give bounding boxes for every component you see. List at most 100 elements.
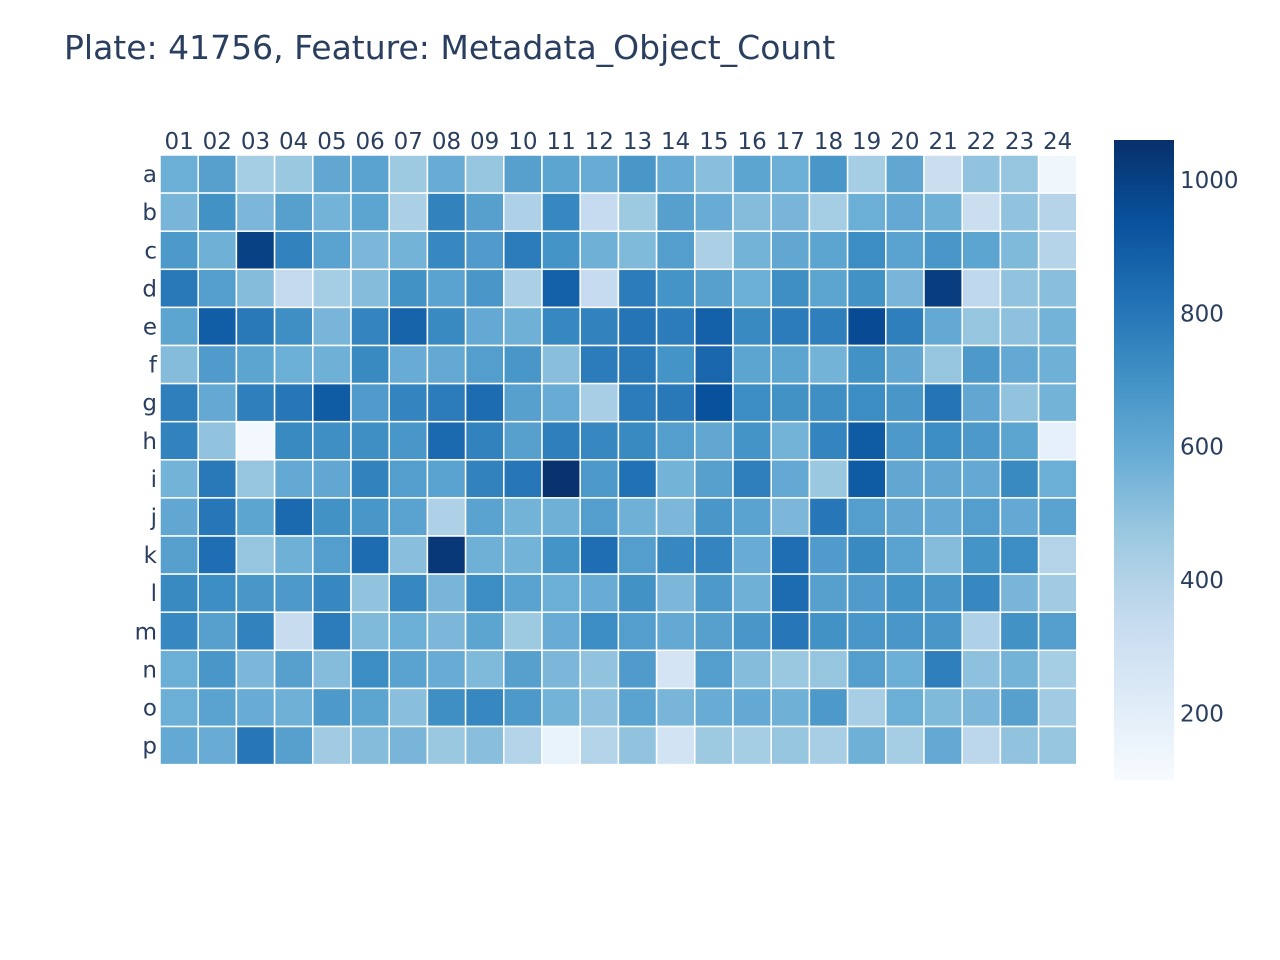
heatmap-cell-p17	[770, 725, 811, 766]
heatmap-cell-p08	[426, 725, 467, 766]
heatmap-cell-d10	[503, 268, 543, 309]
heatmap-cell-e06	[350, 306, 390, 347]
heatmap-cell-p03	[235, 725, 276, 766]
heatmap-cell-k16	[732, 535, 772, 575]
heatmap-cell-e09	[464, 306, 505, 347]
heatmap-cell-i12	[579, 459, 620, 499]
heatmap-cell-f01	[159, 344, 199, 385]
heatmap-cell-m21	[923, 611, 963, 652]
heatmap-cell-j18	[808, 497, 849, 537]
heatmap-cell-a15	[694, 154, 734, 194]
heatmap-cell-g18	[808, 382, 849, 423]
heatmap-cell-p21	[923, 725, 963, 766]
heatmap-cell-d15	[694, 268, 734, 309]
x-tick-label-09: 09	[470, 129, 499, 155]
heatmap-cell-h21	[923, 420, 963, 461]
heatmap-cell-h15	[694, 420, 734, 461]
heatmap-cell-c14	[655, 230, 696, 271]
colorbar-tick-label-200: 200	[1180, 701, 1224, 727]
heatmap-cell-i14	[655, 459, 696, 499]
heatmap-cell-b21	[923, 192, 963, 232]
heatmap-cell-c18	[808, 230, 849, 271]
heatmap-cell-f16	[732, 344, 772, 385]
heatmap-cell-f20	[885, 344, 925, 385]
heatmap-cell-n15	[694, 649, 734, 690]
heatmap-cell-j08	[426, 497, 467, 537]
heatmap-cell-a04	[273, 154, 314, 194]
heatmap-cell-d19	[846, 268, 887, 309]
heatmap-cell-n10	[503, 649, 543, 690]
heatmap-cell-a22	[961, 154, 1002, 194]
heatmap-cell-a11	[541, 154, 581, 194]
heatmap-cell-c02	[197, 230, 238, 271]
heatmap-cell-d11	[541, 268, 581, 309]
heatmap-cell-j03	[235, 497, 276, 537]
heatmap-cell-b19	[846, 192, 887, 232]
heatmap-cell-d18	[808, 268, 849, 309]
heatmap-cell-d14	[655, 268, 696, 309]
heatmap-cell-b18	[808, 192, 849, 232]
heatmap-cell-e08	[426, 306, 467, 347]
heatmap-cell-n24	[1037, 649, 1078, 690]
heatmap-cell-l13	[617, 573, 658, 613]
heatmap-cell-n23	[999, 649, 1040, 690]
heatmap-cell-o08	[426, 687, 467, 728]
heatmap-cell-c11	[541, 230, 581, 271]
heatmap-cell-m03	[235, 611, 276, 652]
heatmap-cell-f08	[426, 344, 467, 385]
heatmap-cell-a20	[885, 154, 925, 194]
heatmap-cell-e12	[579, 306, 620, 347]
heatmap-cell-d08	[426, 268, 467, 309]
heatmap-cell-k11	[541, 535, 581, 575]
heatmap-cell-i23	[999, 459, 1040, 499]
heatmap-cell-a02	[197, 154, 238, 194]
heatmap-cell-i15	[694, 459, 734, 499]
heatmap-cell-j13	[617, 497, 658, 537]
heatmap-cell-o16	[732, 687, 772, 728]
heatmap-cell-g16	[732, 382, 772, 423]
x-tick-label-14: 14	[661, 129, 690, 155]
heatmap-cell-d16	[732, 268, 772, 309]
heatmap-cell-o17	[770, 687, 811, 728]
heatmap-cell-m08	[426, 611, 467, 652]
heatmap-cell-l17	[770, 573, 811, 613]
heatmap-cell-a08	[426, 154, 467, 194]
heatmap-cell-h19	[846, 420, 887, 461]
y-tick-label-m: m	[135, 619, 157, 645]
heatmap-cell-k15	[694, 535, 734, 575]
y-tick-label-g: g	[142, 391, 157, 417]
heatmap-cell-i18	[808, 459, 849, 499]
heatmap-cell-f15	[694, 344, 734, 385]
heatmap-cell-g07	[388, 382, 429, 423]
heatmap-cell-e11	[541, 306, 581, 347]
heatmap-cell-e16	[732, 306, 772, 347]
x-tick-label-24: 24	[1043, 129, 1072, 155]
heatmap-cell-n17	[770, 649, 811, 690]
heatmap-cell-g06	[350, 382, 390, 423]
heatmap-cell-b05	[312, 192, 352, 232]
heatmap-cell-n04	[273, 649, 314, 690]
heatmap-cell-g23	[999, 382, 1040, 423]
x-tick-label-19: 19	[852, 129, 881, 155]
heatmap-cell-b06	[350, 192, 390, 232]
heatmap-cell-m23	[999, 611, 1040, 652]
heatmap-cell-a12	[579, 154, 620, 194]
heatmap-cell-d12	[579, 268, 620, 309]
heatmap-cell-m19	[846, 611, 887, 652]
heatmap-cell-c09	[464, 230, 505, 271]
heatmap-cell-k23	[999, 535, 1040, 575]
heatmap-cell-a17	[770, 154, 811, 194]
heatmap-cell-p04	[273, 725, 314, 766]
heatmap-cell-l08	[426, 573, 467, 613]
x-tick-label-03: 03	[241, 129, 270, 155]
heatmap-cell-c07	[388, 230, 429, 271]
heatmap-cell-j15	[694, 497, 734, 537]
heatmap-cell-i08	[426, 459, 467, 499]
heatmap-cell-a23	[999, 154, 1040, 194]
heatmap-cell-c21	[923, 230, 963, 271]
heatmap-cell-i21	[923, 459, 963, 499]
heatmap-cell-c16	[732, 230, 772, 271]
heatmap-cell-d01	[159, 268, 199, 309]
heatmap-cell-n09	[464, 649, 505, 690]
